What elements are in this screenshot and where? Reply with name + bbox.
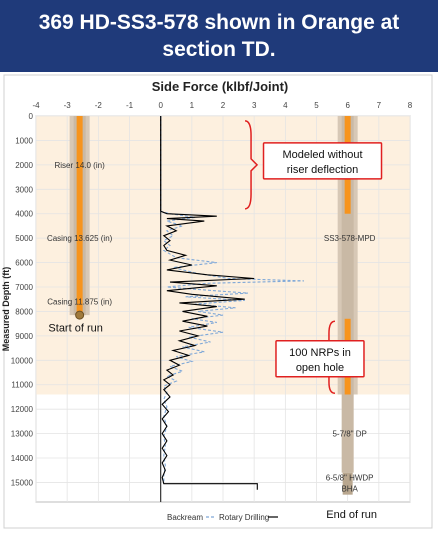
string-label: BHA	[341, 485, 358, 494]
x-tick-label: -2	[95, 101, 103, 110]
legend-rotary-label: Rotary Drilling	[219, 513, 269, 522]
callout-nrp-line-1: 100 NRPs in	[289, 347, 351, 359]
callout-nrp-line-2: open hole	[296, 362, 344, 374]
callout-nrp: 100 NRPs in open hole	[275, 320, 365, 395]
x-tick-label: -1	[126, 101, 134, 110]
schematic-labels: Riser 14.0 (in) Casing 13.625 (in) Casing …	[47, 161, 376, 494]
casing-label: Riser 14.0 (in)	[55, 161, 106, 170]
x-tick-label: -3	[64, 101, 72, 110]
x-tick-label: 3	[252, 101, 257, 110]
y-tick-label: 12000	[11, 405, 34, 414]
legend-backream-label: Backream	[167, 513, 203, 522]
callout-riser: Modeled without riser deflection	[244, 120, 383, 210]
bha-section	[342, 472, 353, 495]
callout-riser-line-1: Modeled without	[282, 149, 362, 161]
slide-title-banner: 369 HD-SS3-578 shown in Orange at sectio…	[0, 0, 438, 72]
x-tick-label: 8	[408, 101, 413, 110]
end-of-run-label: End of run	[326, 509, 377, 521]
y-tick-label: 15000	[11, 478, 34, 487]
y-tick-labels: 0 1000 2000 3000 4000 5000 6000 7000 8000 9000 100…	[11, 112, 34, 487]
x-tick-label: 7	[377, 101, 382, 110]
x-tick-label: 1	[190, 101, 195, 110]
x-tick-label: 5	[314, 101, 319, 110]
y-tick-label: 5000	[15, 234, 33, 243]
series-line-rotary-drilling	[160, 116, 258, 490]
y-tick-label: 13000	[11, 430, 34, 439]
series-layer	[160, 116, 305, 490]
callout-riser-brace	[244, 120, 259, 210]
side-force-chart: Side Force (klbf/Joint) -4 -3 -2 -1 0 1 2 3 4 5 6 7…	[0, 72, 438, 531]
callout-riser-box	[262, 142, 383, 180]
string-label: SS3-578-MPD	[324, 234, 376, 243]
string-label: 6-5/8" HWDP	[326, 474, 374, 483]
string-label: 5-7/8" DP	[332, 430, 366, 439]
slide-title: 369 HD-SS3-578 shown in Orange at sectio…	[38, 11, 400, 61]
chart-title: Side Force (klbf/Joint)	[152, 79, 289, 94]
x-tick-label: 4	[283, 101, 288, 110]
y-tick-label: 9000	[15, 332, 33, 341]
y-tick-label: 7000	[15, 283, 33, 292]
y-tick-label: 3000	[15, 185, 33, 194]
x-tick-label: 0	[158, 101, 163, 110]
riser-orange-section	[76, 116, 83, 316]
start-of-run-marker	[75, 310, 85, 320]
y-tick-label: 8000	[15, 307, 33, 316]
x-tick-label: 6	[345, 101, 350, 110]
start-of-run-label: Start of run	[48, 322, 102, 334]
x-tick-label: -4	[32, 101, 40, 110]
x-tick-label: 2	[221, 101, 226, 110]
y-tick-label: 6000	[15, 259, 33, 268]
string-tube-lower	[341, 394, 354, 473]
callout-nrp-box	[275, 340, 365, 378]
x-tick-labels: -4 -3 -2 -1 0 1 2 3 4 5 6 7 8	[32, 101, 412, 110]
y-axis-label: Measured Depth (ft)	[1, 267, 11, 352]
y-tick-label: 2000	[15, 161, 33, 170]
y-tick-label: 11000	[11, 381, 33, 390]
y-tick-label: 14000	[11, 454, 34, 463]
casing-label: Casing 13.625 (in)	[47, 234, 113, 243]
legend: Backream Rotary Drilling	[167, 513, 278, 522]
y-tick-label: 4000	[15, 210, 33, 219]
casing-label: Casing 11.875 (in)	[47, 298, 112, 307]
callout-riser-line-2: riser deflection	[287, 164, 359, 176]
y-tick-label: 10000	[11, 356, 34, 365]
grid-lines	[35, 115, 411, 502]
y-tick-label: 0	[29, 112, 34, 121]
y-tick-label: 1000	[15, 136, 33, 145]
